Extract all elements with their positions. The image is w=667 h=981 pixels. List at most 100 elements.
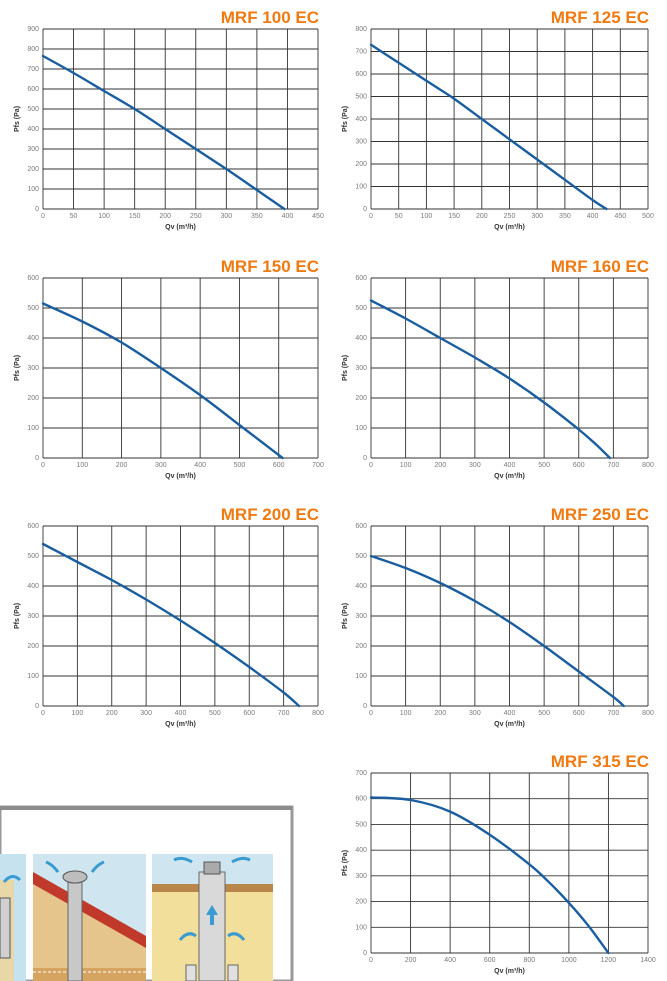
y-tick-label: 400 bbox=[27, 335, 39, 342]
y-tick-label: 300 bbox=[355, 613, 367, 620]
x-tick-label: 600 bbox=[273, 462, 285, 469]
y-tick-label: 100 bbox=[27, 425, 39, 432]
x-axis-label: Qv (m³/h) bbox=[494, 968, 525, 975]
y-tick-label: 400 bbox=[355, 116, 367, 123]
airflow-arrow-icon bbox=[173, 856, 193, 864]
x-tick-label: 200 bbox=[476, 213, 488, 220]
x-tick-label: 300 bbox=[469, 462, 481, 469]
chart-title: MRF 100 EC bbox=[221, 8, 319, 27]
y-tick-label: 500 bbox=[27, 106, 39, 113]
y-tick-label: 300 bbox=[355, 139, 367, 146]
airflow-arrow-icon bbox=[231, 856, 251, 864]
y-tick-label: 0 bbox=[363, 455, 367, 462]
y-tick-label: 300 bbox=[27, 613, 39, 620]
performance-curve bbox=[369, 554, 625, 708]
x-tick-label: 300 bbox=[220, 213, 232, 220]
x-tick-label: 0 bbox=[41, 710, 45, 717]
x-axis-label: Qv (m³/h) bbox=[165, 473, 196, 480]
chart-title: MRF 315 EC bbox=[551, 752, 649, 771]
x-tick-label: 0 bbox=[369, 957, 373, 964]
chart-title: MRF 125 EC bbox=[551, 8, 649, 27]
y-tick-label: 0 bbox=[35, 455, 39, 462]
y-tick-label: 200 bbox=[27, 166, 39, 173]
y-tick-label: 600 bbox=[355, 796, 367, 803]
x-tick-label: 100 bbox=[400, 710, 412, 717]
x-tick-label: 0 bbox=[41, 213, 45, 220]
airflow-arrow-icon bbox=[90, 860, 105, 873]
y-tick-label: 500 bbox=[355, 821, 367, 828]
x-tick-label: 100 bbox=[98, 213, 110, 220]
x-tick-label: 600 bbox=[573, 462, 585, 469]
chart-title: MRF 160 EC bbox=[551, 257, 649, 276]
y-tick-label: 600 bbox=[355, 523, 367, 530]
x-tick-label: 500 bbox=[209, 710, 221, 717]
y-tick-label: 700 bbox=[355, 49, 367, 56]
chart-4: MRF 160 EC 0 100 200 300 400 500 600 700 800 0 100 2… bbox=[342, 257, 654, 480]
performance-curve bbox=[41, 302, 284, 460]
performance-curve bbox=[369, 43, 608, 211]
x-tick-label: 700 bbox=[608, 710, 620, 717]
x-tick-label: 0 bbox=[369, 710, 373, 717]
y-tick-label: 500 bbox=[355, 94, 367, 101]
x-tick-label: 1200 bbox=[601, 957, 617, 964]
y-tick-label: 200 bbox=[27, 643, 39, 650]
y-tick-label: 0 bbox=[35, 206, 39, 213]
chart-7: MRF 315 EC 0 200 400 600 800 1000 1200 1400 0 100 2… bbox=[342, 752, 656, 975]
x-tick-label: 800 bbox=[523, 957, 535, 964]
x-axis-label: Qv (m³/h) bbox=[494, 473, 525, 480]
x-tick-label: 400 bbox=[282, 213, 294, 220]
x-tick-label: 150 bbox=[448, 213, 460, 220]
y-axis-label: Pfs (Pa) bbox=[342, 603, 349, 629]
y-tick-label: 600 bbox=[27, 523, 39, 530]
y-tick-label: 100 bbox=[355, 924, 367, 931]
x-tick-label: 500 bbox=[642, 213, 654, 220]
x-tick-label: 600 bbox=[484, 957, 496, 964]
y-tick-label: 100 bbox=[355, 673, 367, 680]
y-tick-label: 500 bbox=[27, 553, 39, 560]
x-tick-label: 300 bbox=[531, 213, 543, 220]
y-tick-label: 100 bbox=[355, 425, 367, 432]
x-tick-label: 200 bbox=[434, 710, 446, 717]
y-tick-label: 800 bbox=[355, 26, 367, 33]
x-tick-label: 350 bbox=[559, 213, 571, 220]
chart-title: MRF 250 EC bbox=[551, 505, 649, 524]
y-axis-label: Pfs (Pa) bbox=[14, 603, 21, 629]
performance-curve bbox=[369, 796, 610, 955]
y-tick-label: 500 bbox=[355, 305, 367, 312]
y-tick-label: 400 bbox=[355, 335, 367, 342]
x-tick-label: 300 bbox=[140, 710, 152, 717]
x-tick-label: 200 bbox=[116, 462, 128, 469]
y-tick-label: 300 bbox=[355, 873, 367, 880]
y-tick-label: 700 bbox=[27, 66, 39, 73]
x-tick-label: 700 bbox=[608, 462, 620, 469]
x-tick-label: 250 bbox=[190, 213, 202, 220]
y-tick-label: 500 bbox=[27, 305, 39, 312]
x-tick-label: 250 bbox=[504, 213, 516, 220]
x-tick-label: 350 bbox=[251, 213, 263, 220]
x-tick-label: 100 bbox=[421, 213, 433, 220]
chart-title: MRF 200 EC bbox=[221, 505, 319, 524]
y-tick-label: 600 bbox=[27, 86, 39, 93]
y-axis-label: Pfs (Pa) bbox=[342, 106, 349, 132]
x-tick-label: 0 bbox=[369, 213, 373, 220]
performance-curve bbox=[41, 54, 286, 211]
airflow-arrow-icon bbox=[227, 932, 246, 941]
chart-title: MRF 150 EC bbox=[221, 257, 319, 276]
x-tick-label: 800 bbox=[312, 710, 324, 717]
airflow-arrow-icon bbox=[2, 875, 22, 883]
x-tick-label: 100 bbox=[400, 462, 412, 469]
x-tick-label: 400 bbox=[444, 957, 456, 964]
x-tick-label: 700 bbox=[278, 710, 290, 717]
x-tick-label: 1400 bbox=[640, 957, 656, 964]
x-tick-label: 150 bbox=[129, 213, 141, 220]
y-tick-label: 400 bbox=[355, 847, 367, 854]
y-axis-label: Pfs (Pa) bbox=[342, 850, 349, 876]
chart-3: MRF 150 EC 0 100 200 300 400 500 600 700 0 100 200 3… bbox=[14, 257, 324, 480]
y-tick-label: 300 bbox=[27, 365, 39, 372]
x-tick-label: 450 bbox=[312, 213, 324, 220]
installation-illustration bbox=[0, 805, 294, 981]
y-tick-label: 900 bbox=[27, 26, 39, 33]
illustration-panel-roof bbox=[33, 854, 146, 981]
x-tick-label: 50 bbox=[70, 213, 78, 220]
